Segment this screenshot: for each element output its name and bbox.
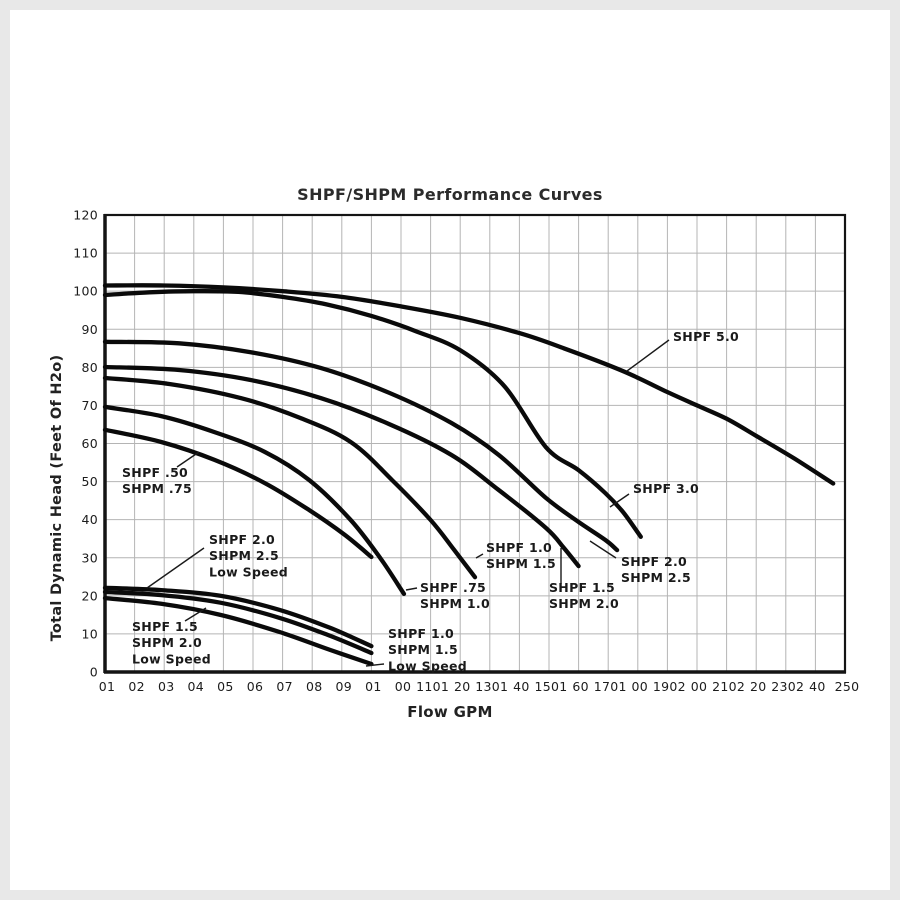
x-tick-label: 00: [395, 679, 412, 694]
label-shpf-1.0-shpm-1.5-low-speed: SHPM 1.5: [388, 642, 458, 657]
y-tick-label: 30: [81, 550, 98, 565]
leader-line-label-shpf-2.0-shpm-2.5: [589, 540, 617, 559]
y-tick-label: 80: [81, 360, 98, 375]
x-tick-label: 2302: [771, 679, 804, 694]
chart-title: SHPF/SHPM Performance Curves: [297, 185, 603, 204]
curve-shpf-2.0-shpm-2.5-low-speed: [102, 585, 374, 649]
label-shpf-1.5-shpm-2.0: SHPF 1.5: [549, 580, 615, 595]
x-tick-label: 00: [632, 679, 649, 694]
label-shpf-0.50-shpm-0.75: SHPM .75: [122, 481, 192, 496]
x-tick-label: 08: [306, 679, 323, 694]
x-tick-label: 02: [128, 679, 145, 694]
x-tick-label: 03: [158, 679, 175, 694]
leader-line-label-shpf-1.5-shpm-2.0-low-speed: [184, 607, 207, 622]
y-tick-label: 70: [81, 398, 98, 413]
x-tick-label: 1902: [653, 679, 686, 694]
label-shpf-0.75-shpm-1.0: SHPF .75: [420, 580, 486, 595]
x-tick-label: 06: [247, 679, 264, 694]
y-tick-label: 40: [81, 512, 98, 527]
x-tick-label: 1501: [534, 679, 567, 694]
label-shpf-2.0-shpm-2.5-low-speed: SHPF 2.0: [209, 532, 275, 547]
x-tick-label: 00: [691, 679, 708, 694]
curve-shpf-2.0-shpm-2.5: [102, 339, 620, 553]
label-shpf-2.0-shpm-2.5: SHPM 2.5: [621, 570, 691, 585]
curve-shpf-1.0-shpm-1.5: [102, 375, 478, 580]
leader-line-label-shpf-3.0: [609, 493, 630, 508]
leader-line-label-shpf-0.50-shpm-0.75: [176, 451, 200, 468]
x-axis-title: Flow GPM: [407, 703, 493, 721]
y-tick-label: 110: [73, 246, 98, 261]
label-shpf-2.0-shpm-2.5: SHPF 2.0: [621, 554, 687, 569]
label-shpf-1.0-shpm-1.5-low-speed: SHPF 1.0: [388, 626, 454, 641]
label-shpf-1.0-shpm-1.5: SHPF 1.0: [486, 540, 552, 555]
x-tick-label: 20: [454, 679, 471, 694]
label-shpf-0.50-shpm-0.75: SHPF .50: [122, 465, 188, 480]
label-shpf-3.0: SHPF 3.0: [633, 481, 699, 496]
y-tick-label: 0: [90, 665, 98, 680]
leader-line-label-shpf-0.75-shpm-1.0: [405, 587, 418, 591]
curve-shpf-1.5-shpm-2.0: [102, 364, 581, 569]
x-tick-label: 1301: [475, 679, 508, 694]
label-shpf-1.5-shpm-2.0-low-speed: Low Speed: [132, 651, 211, 666]
y-tick-label: 10: [81, 626, 98, 641]
y-tick-label: 20: [81, 588, 98, 603]
curve-shpf-1.5-shpm-2.0-low-speed: [102, 589, 374, 656]
label-shpf-1.5-shpm-2.0: SHPM 2.0: [549, 596, 619, 611]
x-tick-label: 07: [276, 679, 293, 694]
leader-line-label-shpf-1.0-shpm-1.5-low-speed: [365, 663, 385, 667]
label-shpf-2.0-shpm-2.5-low-speed: Low Speed: [209, 564, 288, 579]
x-tick-label: 01: [99, 679, 116, 694]
leader-line-label-shpf-2.0-shpm-2.5-low-speed: [146, 547, 205, 589]
x-tick-label: 1701: [594, 679, 627, 694]
y-tick-label: 100: [73, 284, 98, 299]
x-tick-label: 09: [336, 679, 353, 694]
y-tick-label: 90: [81, 322, 98, 337]
x-tick-label: 05: [217, 679, 234, 694]
x-tick-label: 2102: [712, 679, 745, 694]
curve-shpf-0.75-shpm-1.0: [102, 404, 407, 597]
curve-shpf-1.0-shpm-1.5-low-speed: [102, 595, 374, 667]
x-tick-label: 40: [513, 679, 530, 694]
y-tick-label: 60: [81, 436, 98, 451]
x-tick-label: 01: [365, 679, 382, 694]
label-shpf-1.0-shpm-1.5-low-speed: Low Speed: [388, 658, 467, 673]
y-tick-label: 50: [81, 474, 98, 489]
leader-line-label-shpf-5.0: [626, 339, 670, 372]
y-tick-label: 120: [73, 208, 98, 223]
label-shpf-0.75-shpm-1.0: SHPM 1.0: [420, 596, 490, 611]
label-shpf-2.0-shpm-2.5-low-speed: SHPM 2.5: [209, 548, 279, 563]
curve-shpf-0.50-shpm-0.75: [102, 427, 374, 560]
label-shpf-5.0: SHPF 5.0: [673, 329, 739, 344]
x-tick-label: 60: [572, 679, 589, 694]
curve-shpf-5.0: [102, 283, 836, 486]
x-tick-label: 04: [188, 679, 205, 694]
x-tick-label: 40: [809, 679, 826, 694]
x-tick-label: 1101: [416, 679, 449, 694]
label-shpf-1.5-shpm-2.0-low-speed: SHPM 2.0: [132, 635, 202, 650]
curve-shpf-3.0: [102, 288, 643, 539]
x-tick-label: 20: [750, 679, 767, 694]
leader-line-label-shpf-1.0-shpm-1.5: [475, 553, 484, 559]
label-shpf-1.5-shpm-2.0-low-speed: SHPF 1.5: [132, 619, 198, 634]
label-shpf-1.0-shpm-1.5: SHPM 1.5: [486, 556, 556, 571]
scanned-page-background: [10, 10, 890, 890]
x-tick-label: 250: [835, 679, 860, 694]
